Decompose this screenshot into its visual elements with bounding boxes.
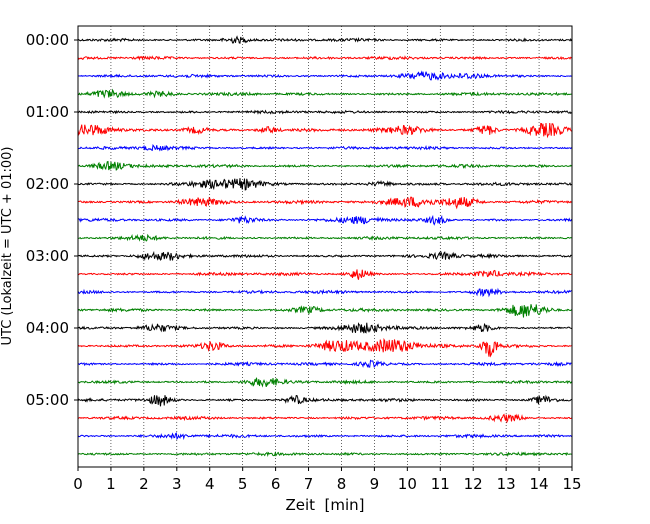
x-tick-label: 15 — [562, 475, 581, 493]
seismogram-trace — [77, 250, 572, 261]
seismogram-trace — [77, 160, 572, 171]
seismogram-trace — [77, 143, 572, 152]
plot-background — [78, 26, 572, 467]
seismogram-trace — [77, 55, 572, 61]
x-tick-label: 9 — [370, 475, 380, 493]
x-tick-label: 1 — [106, 475, 116, 493]
y-tick-label: 05:00 — [26, 391, 69, 409]
seismogram-trace — [77, 450, 572, 457]
seismogram-trace — [77, 35, 572, 44]
seismogram-trace — [77, 287, 572, 298]
seismogram-trace — [77, 394, 572, 407]
x-axis-label: Zeit [min] — [285, 496, 364, 514]
x-tick-label: 0 — [73, 475, 83, 493]
x-tick-label: 6 — [271, 475, 281, 493]
x-tick-label: 4 — [205, 475, 215, 493]
seismogram-trace — [77, 432, 572, 441]
seismogram-trace — [77, 178, 572, 191]
seismogram-trace — [77, 70, 572, 81]
seismogram-trace — [77, 322, 572, 334]
plot-frame — [77, 25, 573, 468]
seismogram-trace — [77, 214, 572, 226]
trace-layer — [77, 35, 572, 457]
y-tick-label: 01:00 — [26, 103, 69, 121]
seismogram-trace — [77, 88, 572, 99]
y-tick-label: 04:00 — [26, 319, 69, 337]
seismogram-trace — [77, 269, 572, 280]
x-tick-label: 5 — [238, 475, 248, 493]
x-tick-label: 13 — [497, 475, 516, 493]
x-tick-label: 14 — [530, 475, 549, 493]
y-axis: 00:00 01:00 02:00 03:00 04:00 05:00 — [26, 31, 78, 409]
seismogram-trace — [77, 413, 572, 424]
seismogram-trace — [77, 109, 572, 115]
x-tick-label: 10 — [398, 475, 417, 493]
seismogram-trace — [77, 337, 572, 358]
x-tick-label: 2 — [139, 475, 149, 493]
x-tick-label: 7 — [304, 475, 314, 493]
y-tick-label: 03:00 — [26, 247, 69, 265]
seismogram-trace — [77, 377, 572, 388]
x-tick-label: 8 — [337, 475, 347, 493]
x-axis: 0 1 2 3 4 5 6 7 8 9 10 11 12 13 14 15 — [73, 467, 582, 493]
seismogram-trace — [77, 233, 572, 242]
x-tick-label: 3 — [172, 475, 182, 493]
seismogram-trace — [77, 196, 572, 210]
seismogram-trace — [77, 304, 572, 318]
x-tick-label: 11 — [431, 475, 450, 493]
x-tick-label: 12 — [464, 475, 483, 493]
seismogram-trace — [77, 122, 572, 139]
y-tick-label: 02:00 — [26, 175, 69, 193]
seismogram-trace — [77, 359, 572, 369]
y-tick-label: 00:00 — [26, 31, 69, 49]
y-axis-label: UTC (Lokalzeit = UTC + 01:00) — [0, 147, 15, 346]
